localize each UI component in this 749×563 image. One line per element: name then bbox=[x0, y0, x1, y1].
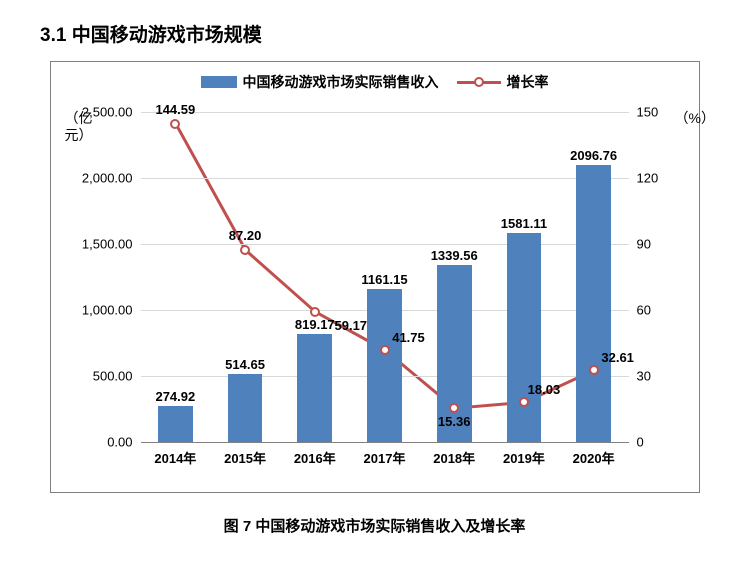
line-value-label: 32.61 bbox=[601, 350, 634, 365]
y-left-tick: 1,000.00 bbox=[82, 303, 141, 318]
gridline bbox=[141, 112, 629, 113]
x-tick: 2018年 bbox=[433, 442, 475, 467]
bar-value-label: 1581.11 bbox=[501, 216, 547, 231]
y-axis-right-label: （%） bbox=[675, 110, 689, 127]
bar-value-label: 819.17 bbox=[295, 317, 335, 332]
gridline bbox=[141, 178, 629, 179]
legend-line-label: 增长率 bbox=[507, 72, 549, 92]
line-marker bbox=[519, 397, 529, 407]
line-value-label: 59.17 bbox=[335, 318, 368, 333]
legend-bar-swatch bbox=[201, 76, 237, 88]
x-tick: 2014年 bbox=[154, 442, 196, 467]
line-value-label: 18.03 bbox=[528, 382, 561, 397]
bar-value-label: 1339.56 bbox=[431, 248, 478, 263]
x-tick: 2020年 bbox=[573, 442, 615, 467]
legend-item-bar: 中国移动游戏市场实际销售收入 bbox=[201, 72, 439, 92]
bar-value-label: 514.65 bbox=[225, 357, 265, 372]
x-tick: 2017年 bbox=[364, 442, 406, 467]
y-left-tick: 0.00 bbox=[107, 435, 140, 450]
x-tick: 2016年 bbox=[294, 442, 336, 467]
legend-bar-label: 中国移动游戏市场实际销售收入 bbox=[243, 72, 439, 92]
line-marker bbox=[589, 365, 599, 375]
line-value-label: 41.75 bbox=[392, 330, 425, 345]
y-right-tick: 150 bbox=[629, 105, 659, 120]
y-axis-left-label: （亿元） bbox=[65, 110, 79, 144]
y-right-tick: 0 bbox=[629, 435, 644, 450]
line-value-label: 15.36 bbox=[438, 414, 471, 429]
y-right-tick: 30 bbox=[629, 369, 651, 384]
bar-value-label: 1161.15 bbox=[361, 272, 407, 287]
bar-value-label: 2096.76 bbox=[570, 148, 617, 163]
bar bbox=[507, 233, 542, 442]
figure-caption: 图 7 中国移动游戏市场实际销售收入及增长率 bbox=[30, 515, 719, 536]
bar bbox=[367, 289, 402, 442]
bar bbox=[576, 165, 611, 442]
y-left-tick: 500.00 bbox=[93, 369, 141, 384]
line-value-label: 87.20 bbox=[229, 228, 262, 243]
y-left-tick: 2,500.00 bbox=[82, 105, 141, 120]
line-marker bbox=[449, 403, 459, 413]
legend: 中国移动游戏市场实际销售收入 增长率 bbox=[51, 72, 699, 92]
bar-value-label: 274.92 bbox=[155, 389, 195, 404]
legend-line-swatch bbox=[457, 75, 501, 89]
bar bbox=[297, 334, 332, 442]
bar bbox=[228, 374, 263, 442]
gridline bbox=[141, 244, 629, 245]
line-marker bbox=[240, 245, 250, 255]
y-right-tick: 60 bbox=[629, 303, 651, 318]
chart-frame: 中国移动游戏市场实际销售收入 增长率 （亿元） （%） 0.00500.001,… bbox=[50, 61, 700, 493]
x-tick: 2019年 bbox=[503, 442, 545, 467]
y-left-tick: 1,500.00 bbox=[82, 237, 141, 252]
legend-item-line: 增长率 bbox=[457, 72, 549, 92]
line-marker bbox=[380, 345, 390, 355]
line-marker bbox=[310, 307, 320, 317]
section-title: 3.1 中国移动游戏市场规模 bbox=[40, 20, 719, 47]
plot-area: 0.00500.001,000.001,500.002,000.002,500.… bbox=[141, 112, 629, 442]
y-right-tick: 120 bbox=[629, 171, 659, 186]
line-marker bbox=[170, 119, 180, 129]
y-left-tick: 2,000.00 bbox=[82, 171, 141, 186]
line-value-label: 144.59 bbox=[155, 102, 195, 117]
x-tick: 2015年 bbox=[224, 442, 266, 467]
y-right-tick: 90 bbox=[629, 237, 651, 252]
bar bbox=[158, 406, 193, 442]
